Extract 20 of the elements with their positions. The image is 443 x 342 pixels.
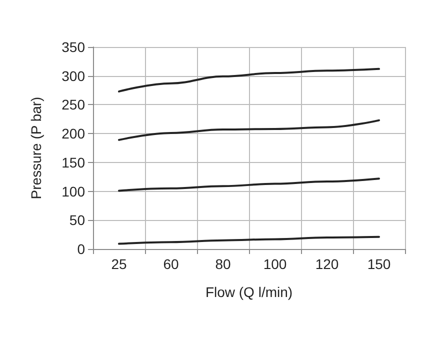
y-tick-label: 0: [77, 241, 86, 257]
x-tick-label: 100: [263, 256, 287, 272]
y-tick-label: 250: [62, 96, 86, 113]
x-tick-label: 120: [315, 256, 339, 272]
y-tick-label: 100: [62, 183, 86, 200]
x-tick-label: 150: [367, 256, 391, 272]
x-tick-label: 80: [215, 256, 231, 272]
x-axis-title: Flow (Q l/min): [205, 284, 293, 300]
y-tick-label: 350: [62, 39, 86, 55]
y-axis-title: Pressure (P bar): [28, 96, 44, 200]
y-tick-label: 50: [69, 212, 86, 228]
y-tick-label: 300: [62, 68, 86, 84]
x-tick-label: 25: [111, 256, 127, 272]
line-series: [118, 178, 380, 192]
line-series: [118, 119, 380, 141]
line-series: [118, 68, 380, 92]
y-tick-label: 150: [62, 154, 86, 170]
y-tick-label: 200: [62, 126, 86, 142]
x-tick-label: 60: [163, 256, 179, 272]
line-series: [118, 236, 380, 245]
